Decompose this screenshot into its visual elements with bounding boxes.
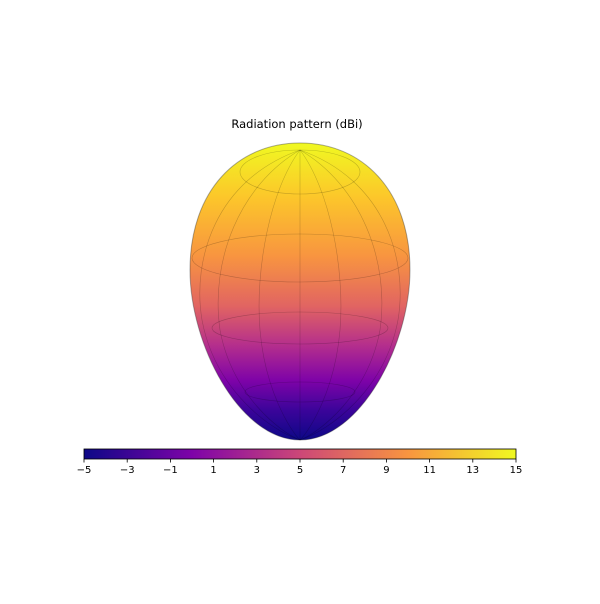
colorbar-tick-label: −1: [163, 465, 178, 476]
colorbar-tick-label: 13: [466, 465, 479, 476]
colorbar-tick-label: −3: [120, 465, 135, 476]
colorbar: [83, 448, 517, 460]
colorbar-tick-label: 5: [297, 465, 303, 476]
colorbar-tick-label: 1: [210, 465, 216, 476]
colorbar-tick-label: 3: [254, 465, 260, 476]
colorbar-tick-label: −5: [77, 465, 92, 476]
colorbar-tick-label: 7: [340, 465, 346, 476]
colorbar-tick-label: 15: [510, 465, 523, 476]
chart-title: Radiation pattern (dBi): [231, 117, 362, 131]
colorbar-tick-label: 11: [423, 465, 436, 476]
surface: [189, 142, 411, 441]
colorbar-tick-label: 9: [383, 465, 389, 476]
